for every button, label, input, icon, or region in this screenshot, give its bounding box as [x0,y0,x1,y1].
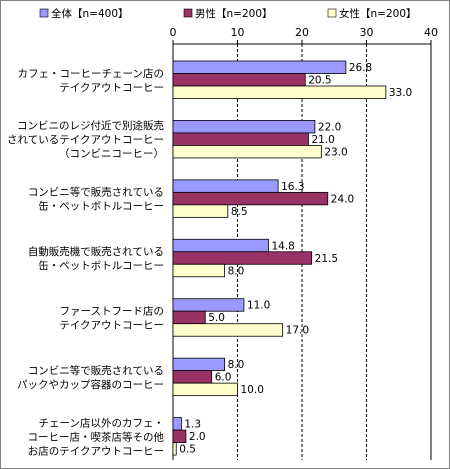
category-label: コンビニのレジ付近で別途販売 [17,119,164,132]
bar-series-3 [172,263,225,278]
legend-label-3: 女性【n=200】 [339,7,417,20]
x-tick-label-30: 30 [360,26,374,39]
value-label: 24.0 [331,193,354,205]
value-label: 0.5 [179,444,196,456]
value-label: 10.0 [241,384,264,396]
legend-swatch-3 [327,8,337,18]
x-axis: 0 10 20 30 40 [170,26,438,45]
value-label: 11.0 [247,300,270,312]
category-label: 缶・ペットボトルコーヒー [38,259,164,272]
category-labels: カフェ・コーヒーチェーン店のテイクアウトコーヒーコンビニのレジ付近で別途販売され… [7,67,164,458]
value-label: 5.0 [208,312,225,324]
bar-series-1 [172,179,279,193]
value-label: 21.5 [315,253,338,265]
value-label: 33.0 [389,87,412,99]
legend-swatch-1 [39,8,49,18]
category-label: （コンビニコーヒー） [59,148,164,160]
bar-series-1 [172,120,316,134]
category-label: コンビニ等で販売されている [28,186,164,199]
x-tick-label-10: 10 [231,26,245,39]
x-tick-label-40: 40 [424,26,438,39]
bar-series-1 [172,298,245,312]
category-label: コンビニ等で販売されている [28,364,164,377]
category-label: 缶・ペットボトルコーヒー [38,200,164,213]
bars [172,60,387,456]
value-label: 8.0 [228,359,245,371]
bar-series-3 [172,204,229,218]
category-label: テイクアウトコーヒー [59,319,164,331]
bar-series-3 [172,442,177,456]
value-label: 26.8 [349,62,372,74]
category-label: チェーン店以外のカフェ・ [39,416,164,429]
bar-series-2 [172,251,313,265]
bar-series-3 [172,85,387,99]
bar-series-2 [172,132,309,146]
bar-series-2 [172,429,187,443]
category-label: お店のテイクアウトコーヒー [28,444,164,457]
bar-series-1 [172,60,347,74]
x-tick-label-0: 0 [170,26,177,39]
value-label: 2.0 [189,431,206,443]
category-label: 自動販売機で販売されている [28,245,164,258]
data-labels: 26.8 20.5 33.0 22.021.023.0 16.3 24.0 8.5 14.8 2… [179,62,412,456]
category-label: されているテイクアウトコーヒー [7,134,164,146]
value-label: 21.0 [311,134,334,146]
bar-series-2 [172,310,206,325]
bar-series-2 [172,370,213,384]
value-label: 20.5 [308,75,331,87]
category-label: ファーストフード店の [60,304,164,317]
category-label: パックやカップ容器のコーヒー [17,378,164,391]
value-label: 8.0 [228,265,245,277]
value-label: 8.5 [231,206,248,218]
value-label: 14.8 [271,240,294,252]
value-label: 22.0 [318,121,341,133]
bar-series-2 [172,73,306,87]
category-label: コーヒー店・喫茶店等その他 [28,430,165,443]
bar-series-2 [172,191,329,206]
value-label: 17.0 [286,325,309,337]
category-label: テイクアウトコーヒー [59,82,164,94]
bar-series-1 [172,357,225,372]
x-tick-label-20: 20 [295,26,309,39]
bar-series-3 [172,382,238,397]
category-label: カフェ・コーヒーチェーン店の [18,67,164,80]
bar-series-3 [172,323,284,337]
bar-series-1 [172,417,182,431]
value-label: 16.3 [281,181,304,193]
legend: 全体【n=400】 男性【n=200】 女性【n=200】 [39,7,417,20]
bar-series-3 [172,145,322,159]
bar-series-1 [172,238,269,253]
value-label: 6.0 [215,372,232,384]
value-label: 1.3 [184,419,201,431]
value-label: 23.0 [324,146,347,158]
legend-label-2: 男性【n=200】 [195,7,273,20]
legend-swatch-2 [183,8,193,18]
legend-label-1: 全体【n=400】 [51,7,129,20]
